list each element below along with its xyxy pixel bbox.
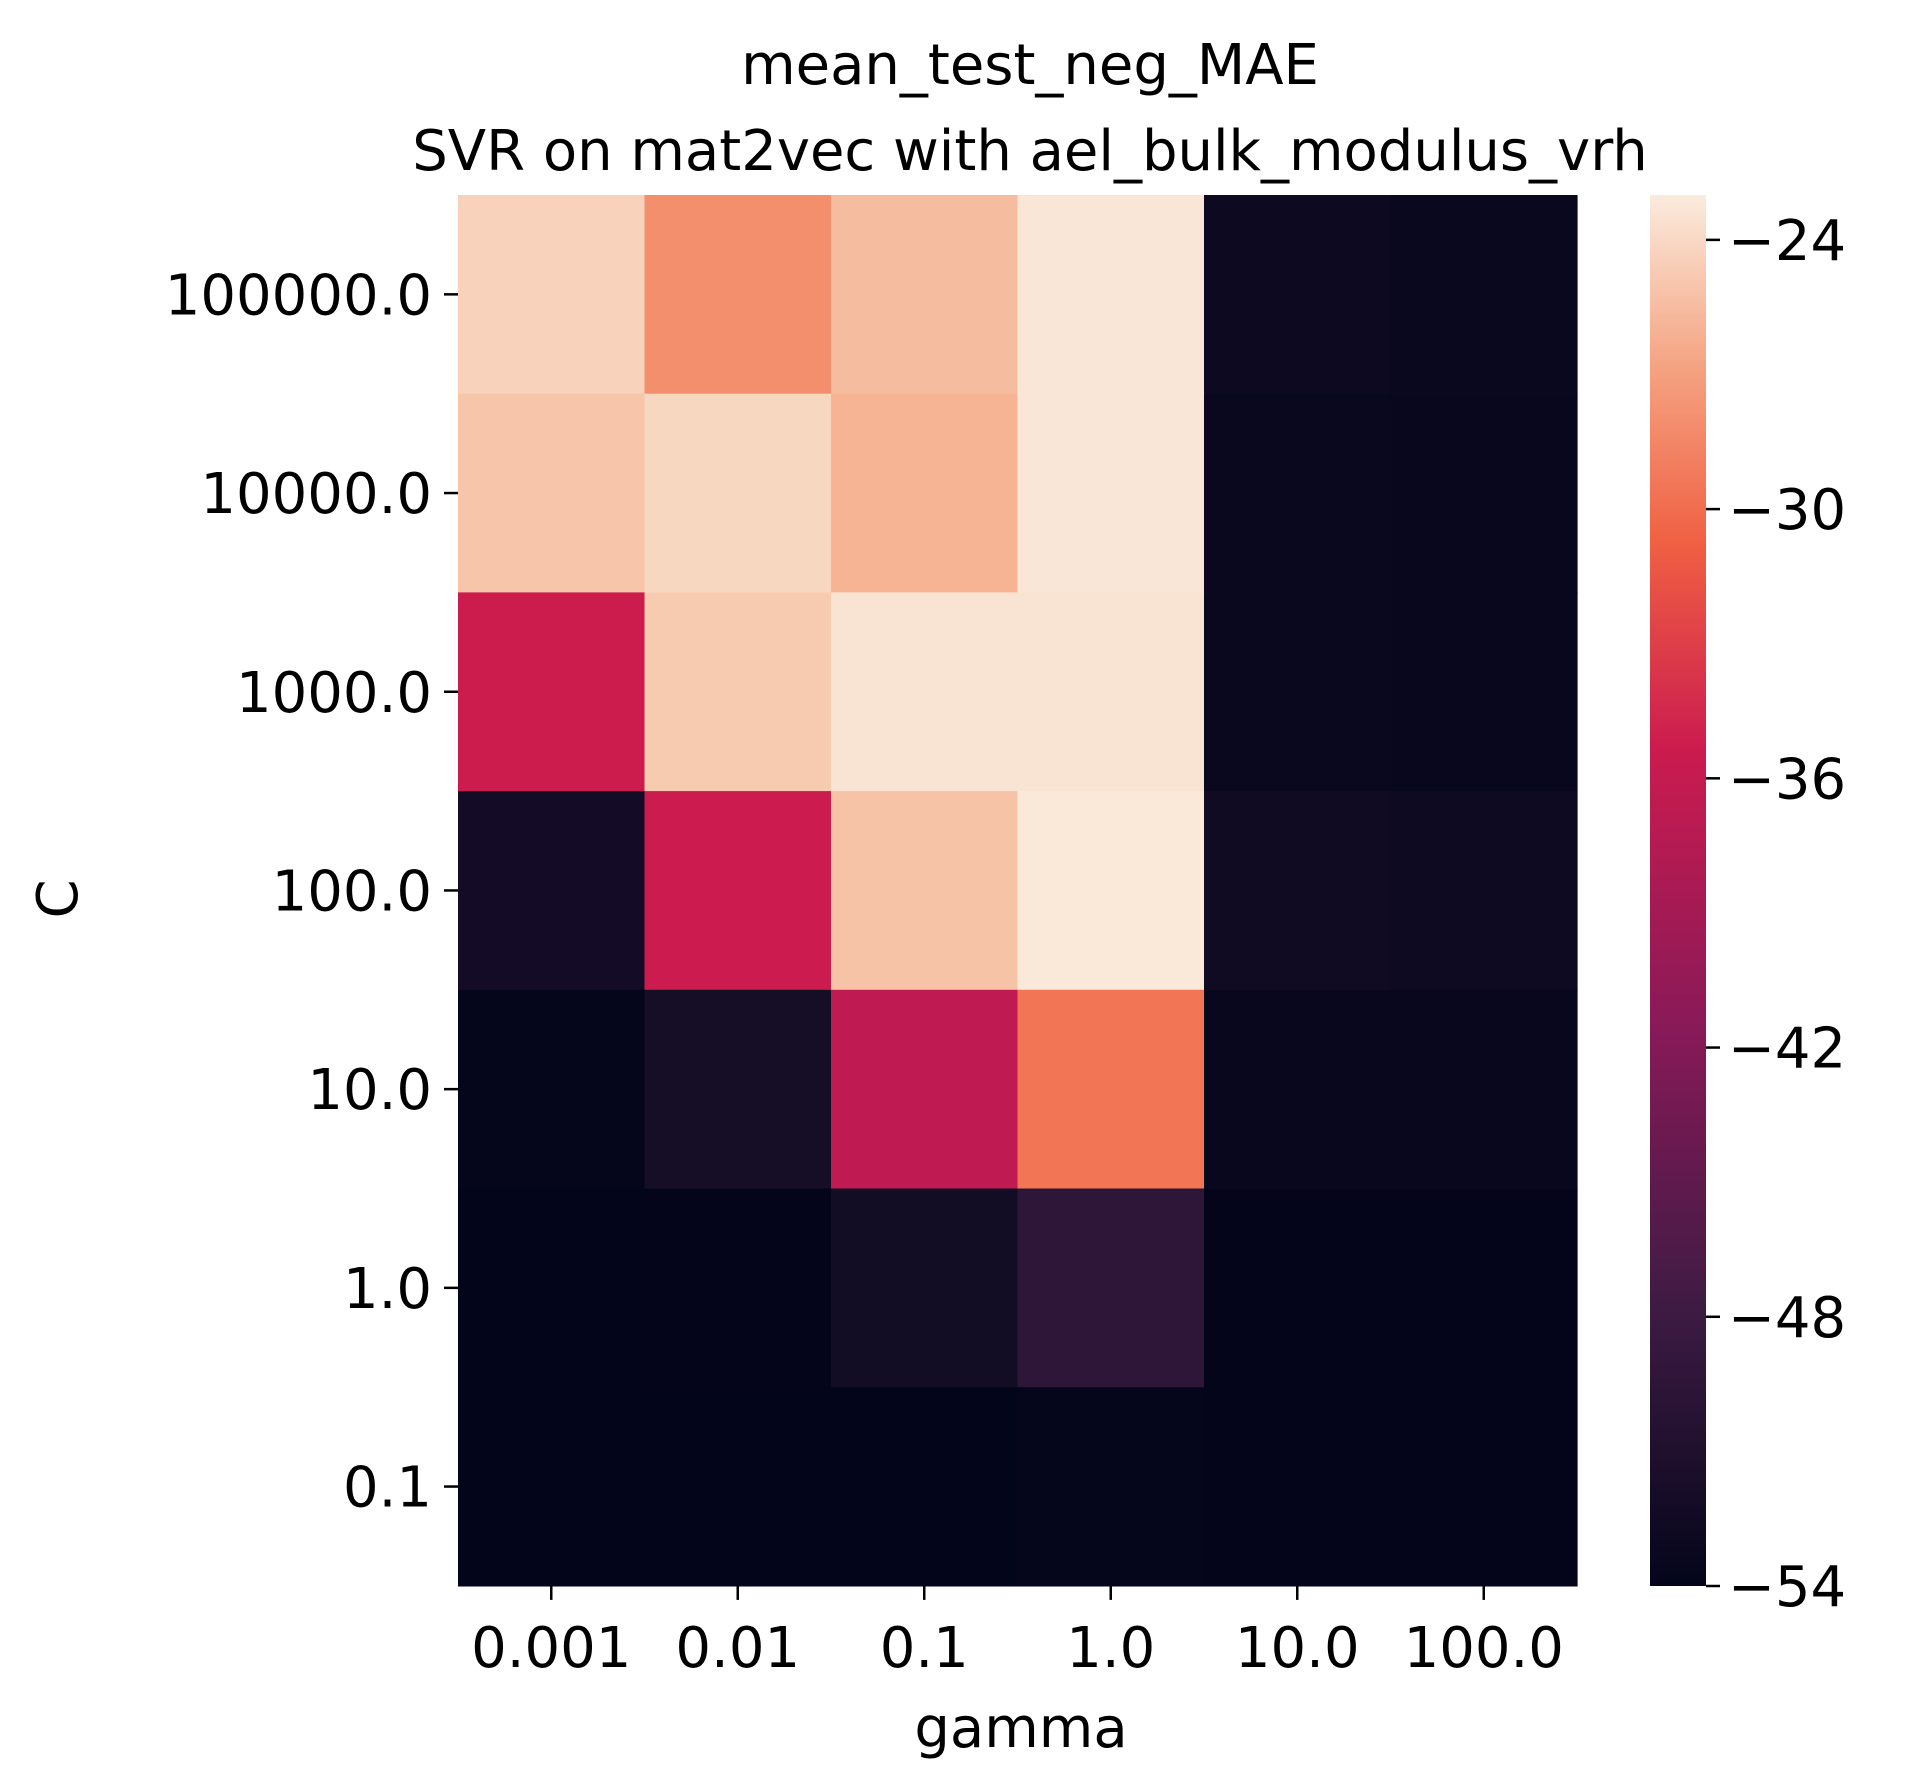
heatmap-cell [1017, 592, 1205, 792]
heatmap-cell [1017, 989, 1205, 1190]
heatmap-cell [831, 1188, 1019, 1388]
x-axis: 0.001 0.01 0.1 1.0 10.0 100.0 [471, 1585, 1564, 1681]
heatmap-cell [1390, 592, 1578, 792]
heatmap-cell [1390, 195, 1578, 395]
y-axis: 100000.0 10000.0 1000.0 100.0 10.0 1.0 0.1 [165, 263, 458, 1521]
heatmap-cell [831, 1387, 1019, 1587]
x-axis-label: gamma [914, 1696, 1127, 1761]
colorbar-tick-label: −54 [1728, 1555, 1846, 1620]
heatmap-cell [1390, 1387, 1578, 1587]
heatmap-cell [1390, 393, 1578, 593]
heatmap-cell [1017, 393, 1205, 593]
colorbar-tick-label: −24 [1728, 209, 1846, 274]
heatmap-cell [1390, 989, 1578, 1190]
heatmap-cell [1390, 791, 1578, 991]
colorbar-tick-label: −30 [1728, 478, 1846, 543]
y-tick-label: 10.0 [307, 1058, 432, 1123]
heatmap-cell [831, 195, 1019, 395]
heatmap-cell [644, 195, 832, 395]
colorbar-tick-label: −42 [1728, 1017, 1846, 1082]
heatmap-cell [1017, 1188, 1205, 1388]
heatmap-cell [458, 195, 646, 395]
x-tick-label: 100.0 [1404, 1616, 1564, 1681]
chart-subtitle: SVR on mat2vec with ael_bulk_modulus_vrh [412, 119, 1647, 184]
colorbar-tick-label: −36 [1728, 747, 1846, 812]
heatmap-cell [1017, 195, 1205, 395]
heatmap-cell [644, 592, 832, 792]
x-tick-label: 0.01 [675, 1616, 800, 1681]
y-tick-label: 1000.0 [236, 661, 432, 726]
heatmap-cell [644, 989, 832, 1190]
heatmap-cell [644, 393, 832, 593]
heatmap-cell [644, 1387, 832, 1587]
heatmap-cells [458, 195, 1578, 1587]
heatmap-cell [1017, 1387, 1205, 1587]
colorbar-tick-label: −48 [1728, 1286, 1846, 1351]
x-tick-label: 0.1 [880, 1616, 969, 1681]
heatmap-cell [1204, 592, 1392, 792]
colorbar-axis: −24 −30 −36 −42 −48 −54 [1706, 209, 1846, 1620]
y-tick-label: 100000.0 [165, 263, 432, 328]
heatmap-cell [1204, 791, 1392, 991]
y-tick-label: 1.0 [343, 1257, 432, 1322]
heatmap-cell [458, 1387, 646, 1587]
x-tick-label: 10.0 [1235, 1616, 1360, 1681]
heatmap-cell [1204, 393, 1392, 593]
heatmap-cell [831, 592, 1019, 792]
heatmap-cell [831, 989, 1019, 1190]
heatmap-cell [1204, 1387, 1392, 1587]
heatmap-cell [458, 393, 646, 593]
x-tick-label: 0.001 [471, 1616, 631, 1681]
y-tick-label: 0.1 [343, 1456, 432, 1521]
heatmap-cell [831, 393, 1019, 593]
y-tick-label: 10000.0 [200, 462, 432, 527]
heatmap-cell [1390, 1188, 1578, 1388]
heatmap-cell [644, 1188, 832, 1388]
chart-title: mean_test_neg_MAE [741, 33, 1319, 98]
heatmap-cell [1204, 989, 1392, 1190]
heatmap-cell [1017, 791, 1205, 991]
heatmap-cell [458, 791, 646, 991]
x-tick-label: 1.0 [1066, 1616, 1155, 1681]
heatmap-cell [644, 791, 832, 991]
heatmap-cell [1204, 1188, 1392, 1388]
heatmap-cell [458, 989, 646, 1190]
y-axis-label: C [26, 879, 91, 918]
heatmap-cell [458, 1188, 646, 1388]
y-tick-label: 100.0 [272, 859, 432, 924]
colorbar [1650, 195, 1706, 1586]
heatmap-cell [831, 791, 1019, 991]
heatmap-cell [458, 592, 646, 792]
heatmap-cell [1204, 195, 1392, 395]
